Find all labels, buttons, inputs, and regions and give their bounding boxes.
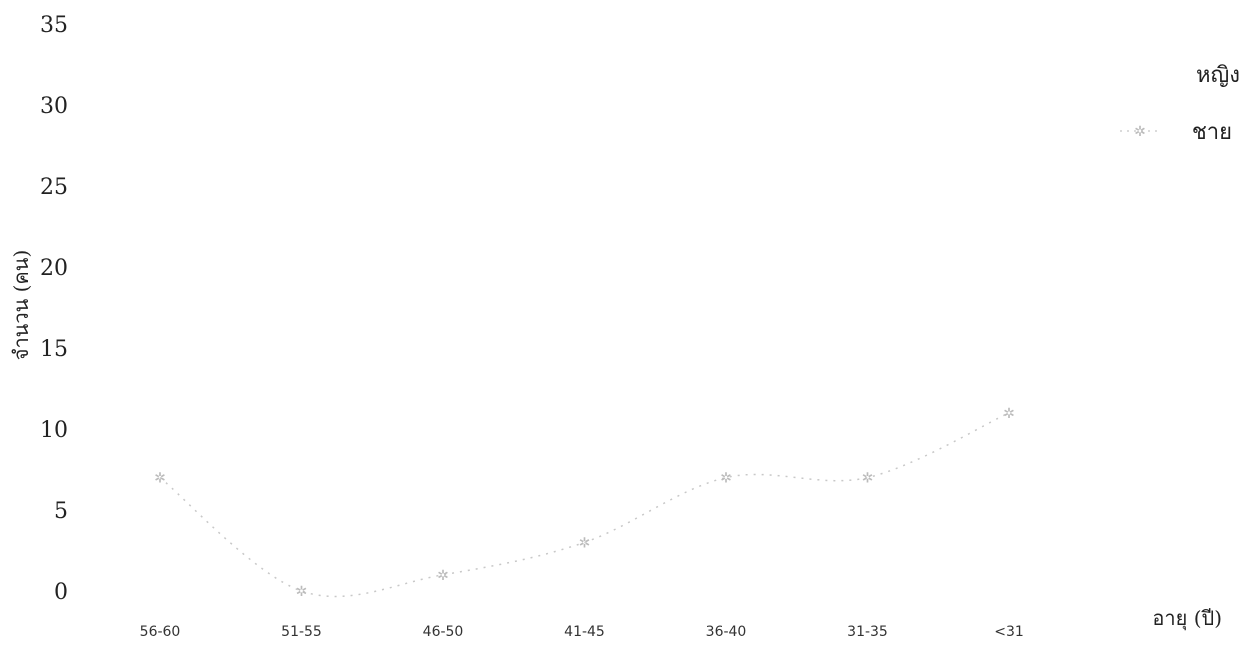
series-point-marker: ✲ xyxy=(437,568,449,584)
series-point-marker: ✲ xyxy=(579,535,591,551)
series-point-marker: ✲ xyxy=(862,471,874,487)
x-tick-label: 31-35 xyxy=(847,624,888,640)
legend-label-male: ชาย xyxy=(1192,120,1232,145)
series-line-1 xyxy=(159,412,1010,598)
series-point-marker: ✲ xyxy=(154,471,166,487)
y-tick-label: 15 xyxy=(40,337,68,362)
x-tick-label: 46-50 xyxy=(423,624,464,640)
x-tick-label: 56-60 xyxy=(140,624,181,640)
y-tick-label: 5 xyxy=(54,499,68,524)
x-tick-label: 36-40 xyxy=(706,624,747,640)
x-axis-title: อายุ (ปี) xyxy=(1152,606,1222,631)
series-point-marker: ✲ xyxy=(1003,406,1015,422)
x-axis-ticks: 56-60 51-55 46-50 41-45 36-40 31-35 <31 xyxy=(140,624,1024,640)
y-tick-label: 20 xyxy=(40,256,68,281)
x-tick-label: <31 xyxy=(994,624,1024,640)
y-tick-label: 10 xyxy=(40,418,68,443)
x-tick-label: 41-45 xyxy=(564,624,605,640)
legend-marker-male: ✲ xyxy=(1134,124,1146,140)
legend: หญิง ✲ ชาย xyxy=(1120,63,1240,145)
x-tick-label: 51-55 xyxy=(281,624,322,640)
series-layer: ✲ ✲ ✲ ✲ ✲ ✲ ✲ xyxy=(154,406,1015,600)
y-tick-label: 30 xyxy=(40,94,68,119)
y-axis-ticks: 0 5 10 15 20 25 30 35 xyxy=(40,13,68,605)
series-point-marker: ✲ xyxy=(296,584,308,600)
y-tick-label: 35 xyxy=(40,13,68,38)
y-tick-label: 0 xyxy=(54,580,68,605)
series-point-marker: ✲ xyxy=(720,471,732,487)
legend-label-female: หญิง xyxy=(1196,63,1240,88)
y-tick-label: 25 xyxy=(40,175,68,200)
y-axis-title: จำนวน (คน) xyxy=(9,250,33,361)
